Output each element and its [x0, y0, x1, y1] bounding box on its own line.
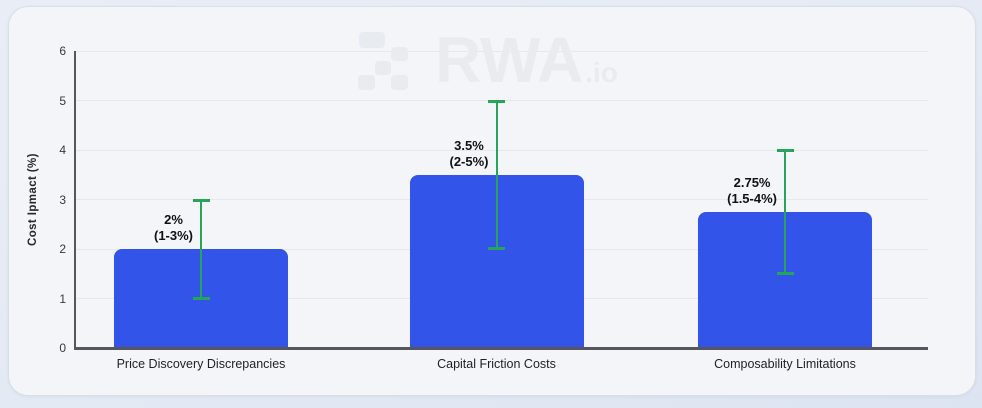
category-label: Capital Friction Costs	[437, 357, 556, 371]
y-tick-label: 6	[59, 44, 66, 58]
watermark-suffix: .io	[585, 57, 618, 88]
x-axis-line	[74, 347, 928, 350]
error-bar-line	[495, 100, 498, 249]
chart-card: Cost Ipmact (%) RWA .io 0 1 2 3 4 5 6 2% (1-3%) P…	[8, 6, 976, 396]
y-tick-label: 0	[59, 341, 66, 355]
error-bar-line	[200, 199, 202, 299]
watermark-brand: RWA	[435, 24, 584, 96]
error-bar-cap-top	[192, 198, 210, 202]
error-bar-cap-top	[488, 99, 505, 103]
y-axis-line	[74, 51, 76, 350]
rwa-logo-block	[359, 32, 385, 48]
error-bar	[488, 99, 505, 250]
bar-value-label-line: 3.5%	[454, 137, 484, 153]
bar-value-label: 3.5% (2-5%)	[449, 138, 488, 170]
error-bar-cap-bottom	[192, 296, 210, 300]
error-bar-line	[784, 150, 786, 274]
bar-value-label: 2% (1-3%)	[154, 212, 193, 244]
y-tick-label: 5	[59, 93, 66, 108]
gridline	[76, 149, 928, 151]
y-tick-label: 2	[59, 242, 66, 256]
gridline	[76, 50, 928, 52]
bar-value-label-line: (1.5-4%)	[727, 190, 777, 206]
y-tick-label: 3	[59, 192, 66, 207]
rwa-logo-block	[391, 75, 408, 90]
bar-value-label-line: (1-3%)	[153, 228, 193, 243]
rwa-logo-icon	[356, 29, 412, 91]
y-tick-label: 4	[59, 143, 66, 157]
watermark: RWA .io	[356, 24, 618, 96]
rwa-logo-block	[375, 61, 391, 75]
bar-value-label-line: 2%	[164, 212, 183, 227]
error-bar-cap-bottom	[488, 247, 505, 250]
error-bar-cap-top	[776, 149, 794, 152]
bar-value-label-line: 2.75%	[733, 174, 771, 190]
rwa-logo-block	[391, 47, 408, 61]
category-label: Composability Limitations	[714, 357, 856, 371]
plot-area: RWA .io 0 1 2 3 4 5 6 2% (1-3%) Price Discovery D…	[59, 28, 928, 371]
rwa-logo-block	[358, 75, 375, 90]
bar-value-label-line: (2-5%)	[449, 153, 489, 169]
bar-value-label: 2.75% (1.5-4%)	[727, 175, 777, 207]
error-bar	[776, 149, 794, 275]
y-tick-label: 1	[59, 291, 66, 306]
error-bar-cap-bottom	[776, 271, 794, 275]
error-bar	[192, 198, 210, 300]
category-label: Price Discovery Discrepancies	[116, 357, 286, 371]
